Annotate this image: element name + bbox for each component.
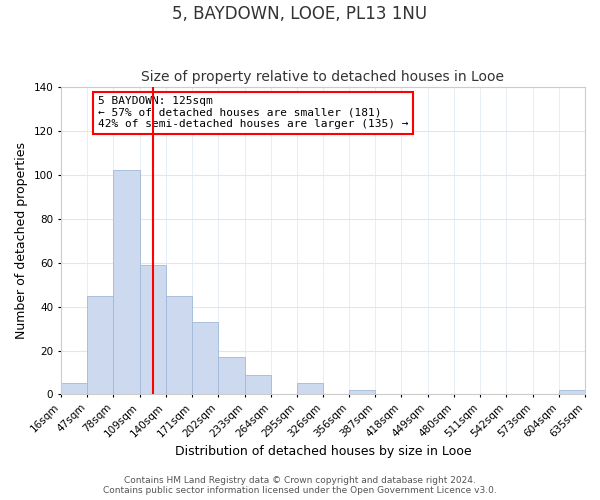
Bar bbox=[140, 265, 166, 394]
Bar bbox=[192, 322, 218, 394]
Bar bbox=[166, 296, 192, 394]
Bar bbox=[297, 384, 323, 394]
Bar bbox=[61, 384, 87, 394]
Text: Contains HM Land Registry data © Crown copyright and database right 2024.
Contai: Contains HM Land Registry data © Crown c… bbox=[103, 476, 497, 495]
Text: 5 BAYDOWN: 125sqm
← 57% of detached houses are smaller (181)
42% of semi-detache: 5 BAYDOWN: 125sqm ← 57% of detached hous… bbox=[98, 96, 408, 130]
Bar bbox=[559, 390, 585, 394]
X-axis label: Distribution of detached houses by size in Looe: Distribution of detached houses by size … bbox=[175, 444, 471, 458]
Bar bbox=[113, 170, 140, 394]
Bar bbox=[87, 296, 113, 394]
Bar bbox=[245, 374, 271, 394]
Text: 5, BAYDOWN, LOOE, PL13 1NU: 5, BAYDOWN, LOOE, PL13 1NU bbox=[172, 5, 428, 23]
Title: Size of property relative to detached houses in Looe: Size of property relative to detached ho… bbox=[142, 70, 505, 85]
Bar bbox=[349, 390, 375, 394]
Bar bbox=[218, 357, 245, 395]
Y-axis label: Number of detached properties: Number of detached properties bbox=[15, 142, 28, 340]
